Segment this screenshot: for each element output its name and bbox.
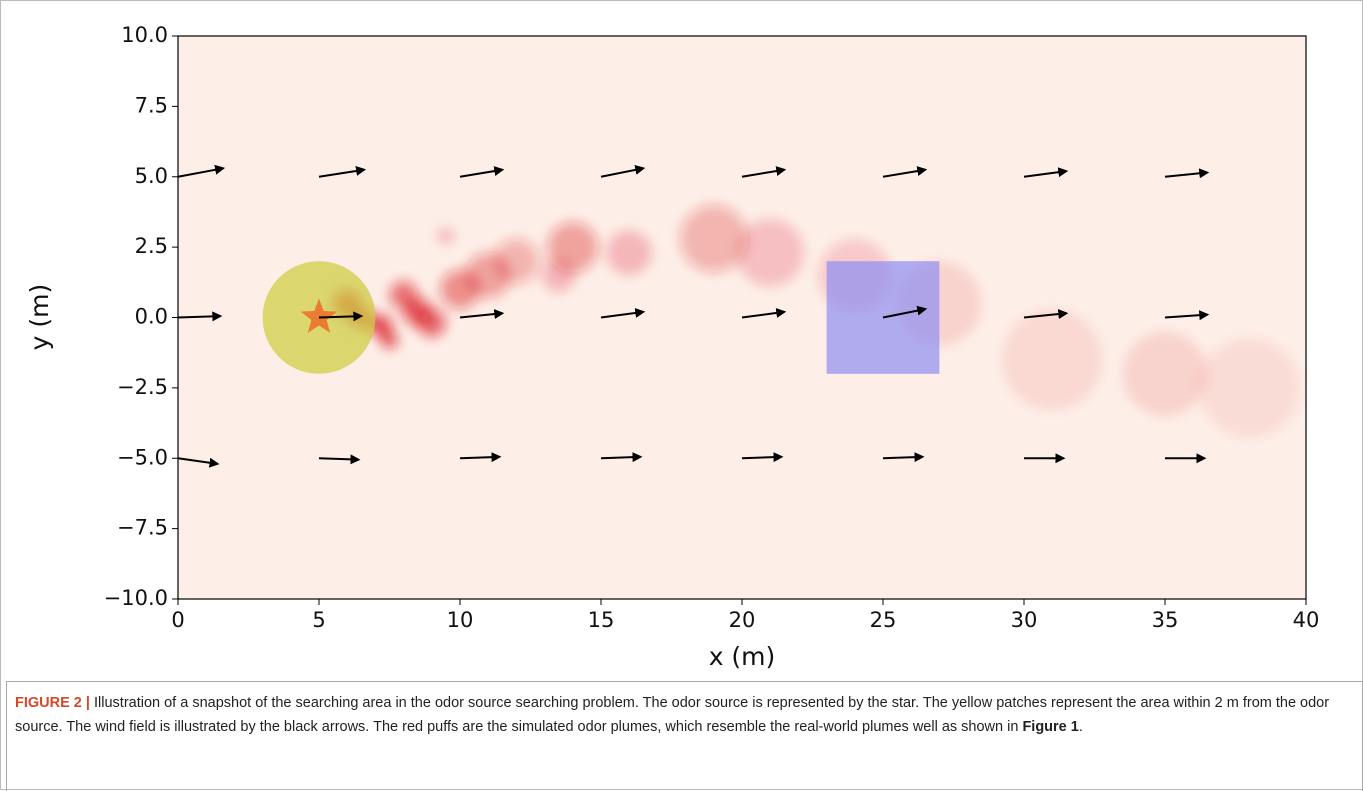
x-tick-label: 30 bbox=[1011, 608, 1038, 632]
wind-arrow bbox=[177, 457, 220, 468]
wind-arrow bbox=[177, 311, 223, 322]
wind-arrow bbox=[1023, 309, 1069, 320]
y-tick-label: 0.0 bbox=[135, 305, 168, 329]
plume-puff bbox=[493, 238, 539, 284]
odor-source bbox=[300, 298, 338, 333]
wind-arrow bbox=[882, 452, 925, 463]
x-tick-label: 35 bbox=[1152, 608, 1179, 632]
x-tick-label: 20 bbox=[729, 608, 756, 632]
wind-arrow bbox=[1023, 167, 1069, 178]
plume-puff bbox=[606, 230, 652, 276]
x-axis-label: x (m) bbox=[709, 642, 776, 671]
x-tick-label: 10 bbox=[447, 608, 474, 632]
wind-arrow bbox=[600, 452, 643, 463]
y-axis-label: y (m) bbox=[25, 284, 54, 351]
y-tick-label: −7.5 bbox=[117, 516, 168, 540]
x-tick-label: 40 bbox=[1293, 608, 1320, 632]
wind-arrow bbox=[741, 452, 784, 463]
wind-arrow bbox=[459, 309, 505, 320]
plume-puff bbox=[369, 314, 393, 338]
plume-puff bbox=[1198, 337, 1301, 439]
wind-arrow bbox=[741, 166, 787, 178]
wind-arrow bbox=[459, 452, 502, 463]
plume-puff bbox=[437, 227, 455, 245]
wind-arrow bbox=[459, 166, 505, 178]
plume-puff bbox=[381, 331, 398, 349]
caption-text: Illustration of a snapshot of the search… bbox=[15, 695, 1330, 735]
caption-end: . bbox=[1078, 719, 1083, 735]
caption-label: FIGURE 2 | bbox=[15, 695, 90, 711]
y-tick-label: −10.0 bbox=[104, 586, 168, 610]
plume-puff bbox=[679, 204, 748, 273]
wind-arrow bbox=[318, 311, 364, 322]
x-tick-label: 0 bbox=[171, 608, 184, 632]
y-tick-label: −5.0 bbox=[117, 445, 168, 469]
y-tick-label: 2.5 bbox=[135, 234, 168, 258]
plume-puff bbox=[417, 309, 446, 338]
y-tick-label: 5.0 bbox=[135, 164, 168, 188]
wind-arrow bbox=[600, 164, 646, 178]
plume-puff bbox=[1001, 309, 1103, 411]
x-tick-label: 25 bbox=[870, 608, 897, 632]
y-tick-label: −2.5 bbox=[117, 375, 168, 399]
y-tick-label: 7.5 bbox=[135, 93, 168, 117]
y-tick-label: 10.0 bbox=[121, 23, 168, 47]
plume-puff bbox=[541, 258, 576, 293]
x-tick-label: 5 bbox=[312, 608, 325, 632]
wind-arrow bbox=[600, 307, 646, 319]
wind-arrow bbox=[318, 166, 367, 178]
caption-ref: Figure 1 bbox=[1022, 719, 1079, 735]
wind-arrow bbox=[1164, 310, 1210, 321]
wind-arrow bbox=[1164, 168, 1210, 179]
plume-puff bbox=[1122, 331, 1208, 417]
wind-arrow bbox=[882, 305, 928, 319]
wind-arrow bbox=[882, 166, 928, 178]
plume bbox=[333, 204, 1301, 439]
wind-arrow bbox=[741, 307, 787, 319]
caption: FIGURE 2 | Illustration of a snapshot of… bbox=[6, 681, 1363, 791]
x-tick-label: 15 bbox=[588, 608, 615, 632]
wind-arrow bbox=[318, 454, 361, 465]
plume-puff bbox=[736, 218, 805, 287]
wind-arrow bbox=[177, 164, 226, 178]
chart: x (m) y (m) 0 5 10 15 20 25 30 35 40 −10.0 −7.5 −5.… bbox=[25, 23, 1320, 671]
